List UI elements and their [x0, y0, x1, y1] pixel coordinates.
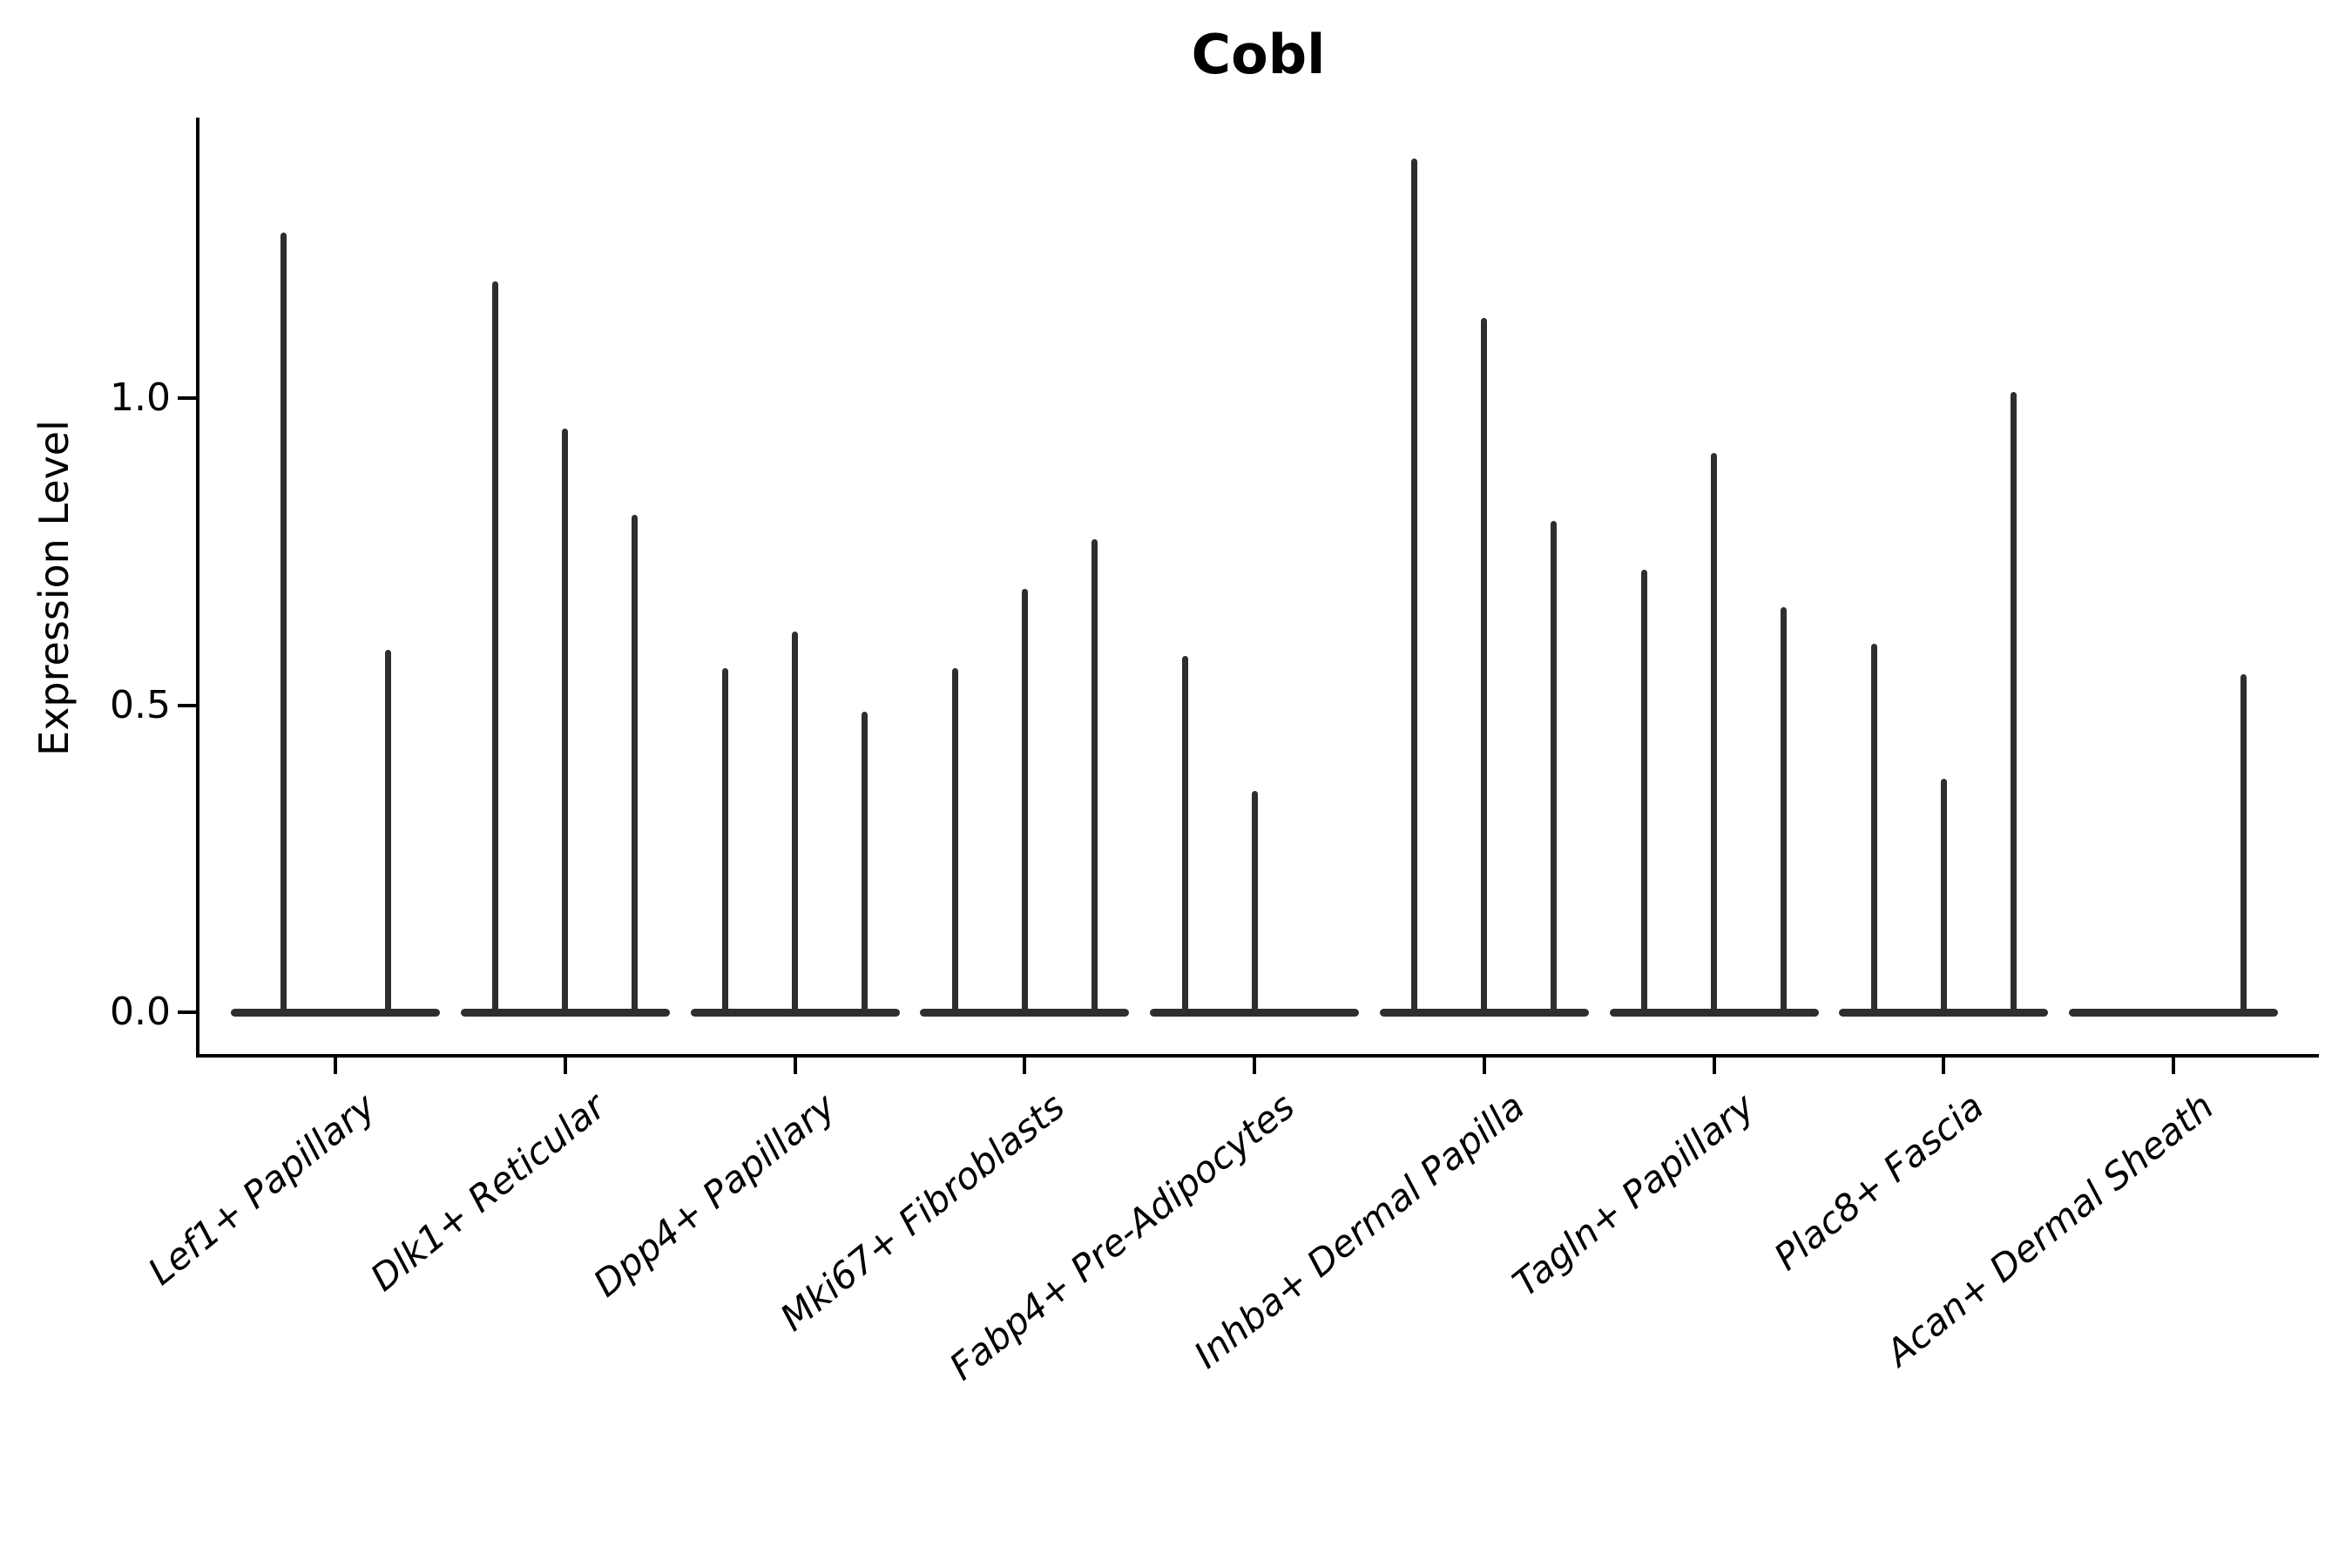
x-tick: [1023, 1058, 1027, 1074]
y-tick: [178, 703, 198, 707]
violin-spike: [2010, 391, 2017, 1016]
violin-spike: [2240, 674, 2247, 1016]
y-axis-spine: [196, 118, 199, 1058]
violin-spike: [1481, 318, 1488, 1016]
violin-spike: [384, 650, 391, 1016]
x-tick: [1253, 1058, 1256, 1074]
x-tick-label: Acan+ Dermal Sheath: [1877, 1085, 2222, 1375]
x-tick: [1482, 1058, 1486, 1074]
x-tick: [563, 1058, 567, 1074]
violin-spike: [951, 668, 958, 1016]
violin-spike: [722, 668, 728, 1016]
x-tick-label: Mki67+ Fibroblasts: [772, 1085, 1073, 1340]
violin-spike: [562, 429, 569, 1016]
x-tick: [1942, 1058, 1946, 1074]
violin-spike: [1641, 570, 1647, 1016]
chart-title: Cobl: [1191, 23, 1326, 86]
x-axis-spine: [196, 1054, 2319, 1058]
x-tick-label: Fabp4+ Pre-Adipocytes: [941, 1085, 1303, 1389]
x-tick-label: Dlk1+ Reticular: [362, 1085, 613, 1300]
violin-spike: [1251, 791, 1258, 1016]
x-tick: [334, 1058, 337, 1074]
violin-base: [231, 1009, 440, 1017]
violin-spike: [1021, 588, 1028, 1016]
violin-spike: [632, 514, 639, 1016]
x-tick-label: Tagln+ Papillary: [1504, 1085, 1762, 1305]
y-tick-label: 0.5: [110, 682, 171, 727]
violin-spike: [1181, 656, 1188, 1016]
x-tick: [793, 1058, 797, 1074]
y-tick: [178, 1010, 198, 1014]
x-tick: [2172, 1058, 2175, 1074]
y-axis-label: Expression Level: [30, 420, 78, 756]
y-tick: [178, 396, 198, 400]
violin-spike: [280, 232, 287, 1016]
x-tick-label: Inhba+ Dermal Papilla: [1186, 1085, 1532, 1377]
violin-spike: [1551, 521, 1558, 1016]
violin-spike: [792, 631, 798, 1016]
x-tick-label: Plac8+ Fascia: [1766, 1085, 1992, 1279]
x-tick: [1712, 1058, 1716, 1074]
violin-spike: [492, 281, 499, 1016]
violin-spike: [862, 711, 868, 1016]
y-tick-label: 0.0: [110, 990, 171, 1034]
violin-spike: [1781, 606, 1787, 1016]
violin-spike: [1870, 644, 1877, 1016]
violin-spike: [1940, 779, 1947, 1016]
violin-spike: [1411, 159, 1418, 1016]
violin-spike: [1091, 539, 1098, 1016]
y-tick-label: 1.0: [110, 375, 171, 420]
x-tick-label: Dpp4+ Papillary: [585, 1085, 843, 1306]
violin-base: [2069, 1009, 2278, 1017]
violin-spike: [1711, 453, 1717, 1016]
